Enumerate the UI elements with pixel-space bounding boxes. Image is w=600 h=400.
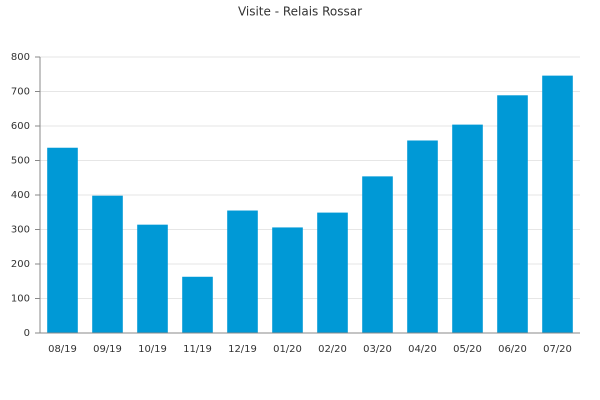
x-tick-label: 09/19 [93, 344, 122, 355]
y-tick-label: 100 [11, 294, 30, 305]
y-tick-label: 500 [11, 156, 30, 167]
bar [272, 227, 303, 333]
bar [137, 224, 168, 333]
x-tick-label: 03/20 [363, 344, 392, 355]
bar [452, 124, 483, 334]
x-tick-label: 01/20 [273, 344, 302, 355]
chart-title: Visite - Relais Rossar [238, 5, 362, 19]
y-tick-label: 400 [11, 190, 30, 201]
bar [182, 276, 213, 333]
bar [407, 140, 438, 333]
x-tick-label: 10/19 [138, 344, 167, 355]
y-tick-label: 600 [11, 121, 30, 132]
x-tick-label: 06/20 [498, 344, 527, 355]
y-tick-label: 0 [24, 328, 30, 339]
x-tick-label: 12/19 [228, 344, 257, 355]
bar [362, 176, 393, 333]
bar [497, 95, 528, 333]
bar [47, 147, 78, 333]
x-tick-label: 07/20 [543, 344, 572, 355]
y-tick-label: 300 [11, 225, 30, 236]
bar [92, 195, 123, 333]
y-tick-label: 700 [11, 87, 30, 98]
y-tick-label: 200 [11, 259, 30, 270]
y-tick-label: 800 [11, 52, 30, 63]
x-tick-label: 05/20 [453, 344, 482, 355]
x-tick-label: 02/20 [318, 344, 347, 355]
x-tick-label: 11/19 [183, 344, 212, 355]
bar [542, 75, 573, 333]
x-tick-label: 04/20 [408, 344, 437, 355]
x-tick-label: 08/19 [48, 344, 77, 355]
bar [317, 212, 348, 333]
bar [227, 210, 258, 333]
